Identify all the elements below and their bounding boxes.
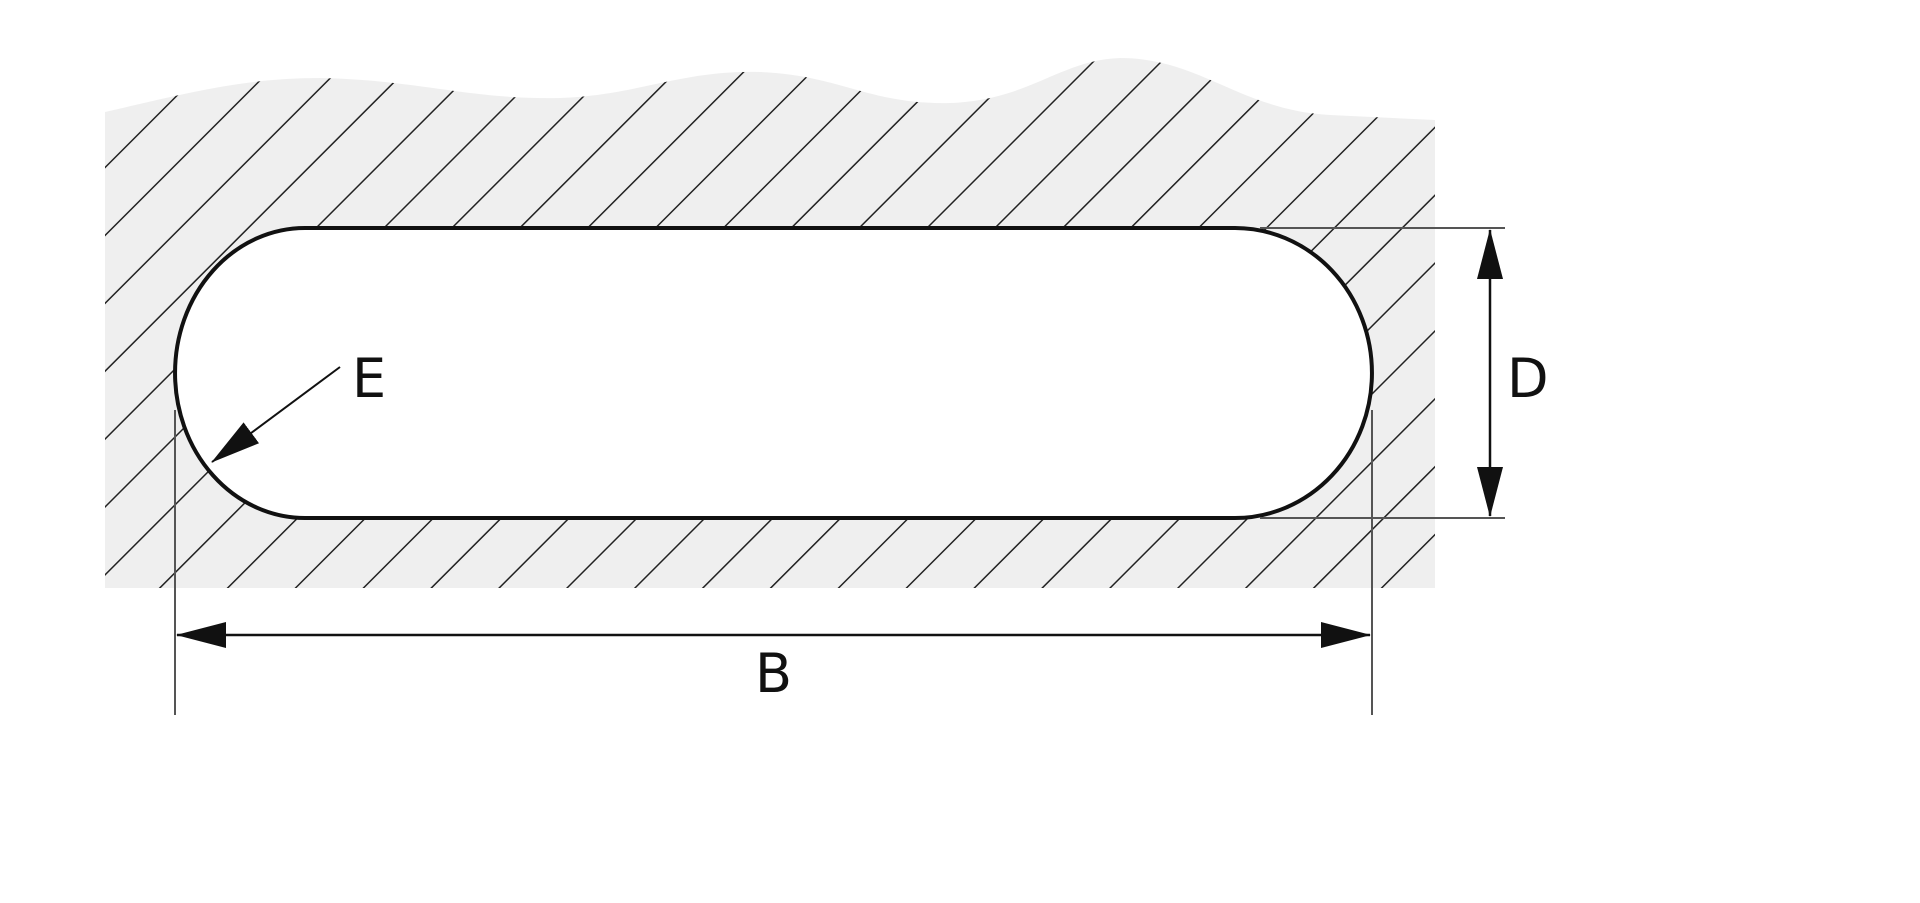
label-d: D: [1507, 347, 1549, 410]
e-leader-arrow: [211, 366, 341, 463]
label-e: E: [352, 347, 386, 410]
label-b: B: [755, 642, 792, 705]
slot-outline: [173, 226, 1374, 520]
